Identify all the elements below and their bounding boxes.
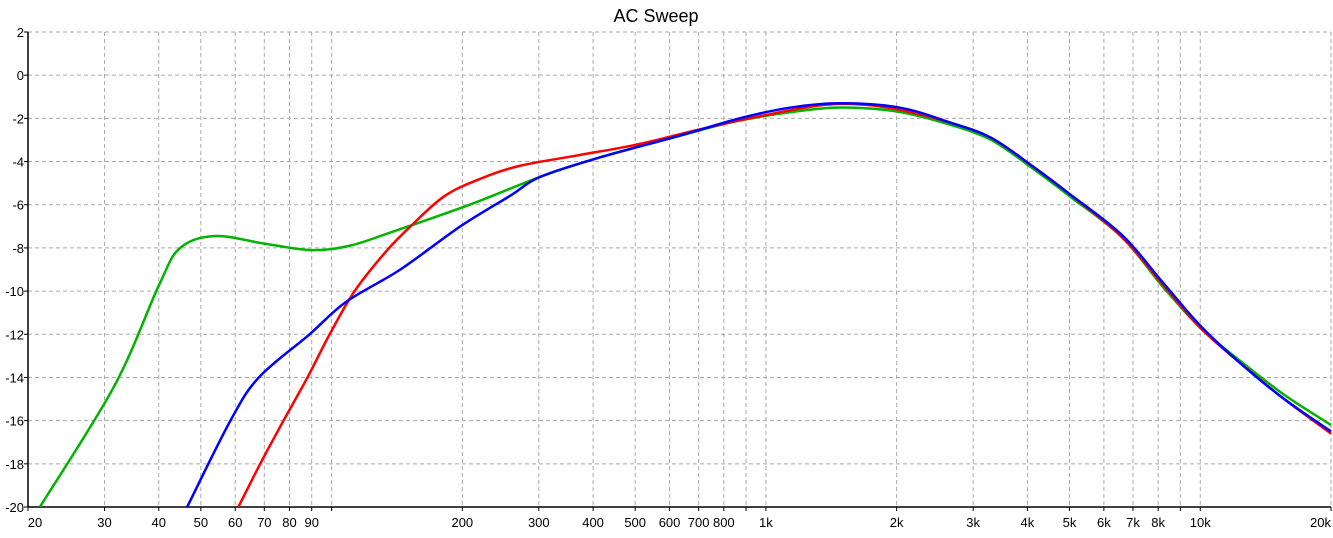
x-tick-label: 80 (282, 515, 296, 530)
x-tick-label: 20 (28, 515, 42, 530)
x-tick-label: 8k (1151, 515, 1165, 530)
x-tick-label: 400 (582, 515, 604, 530)
x-tick-label: 70 (257, 515, 271, 530)
y-tick-label: -8 (12, 241, 24, 256)
x-tick-label: 3k (966, 515, 980, 530)
x-tick-label: 500 (624, 515, 646, 530)
y-tick-label: 2 (17, 25, 24, 40)
x-tick-label: 7k (1126, 515, 1140, 530)
chart-title: AC Sweep (613, 6, 698, 26)
x-tick-label: 300 (528, 515, 550, 530)
x-tick-label: 200 (451, 515, 473, 530)
y-tick-label: -18 (5, 457, 24, 472)
x-tick-label: 10k (1190, 515, 1211, 530)
y-tick-label: 0 (17, 68, 24, 83)
x-tick-label: 20k (1310, 515, 1331, 530)
x-tick-label: 4k (1021, 515, 1035, 530)
x-tick-label: 90 (304, 515, 318, 530)
x-tick-label: 6k (1097, 515, 1111, 530)
y-tick-label: -12 (5, 327, 24, 342)
y-tick-label: -6 (12, 198, 24, 213)
y-tick-label: -10 (5, 284, 24, 299)
y-tick-label: -2 (12, 111, 24, 126)
x-tick-label: 40 (152, 515, 166, 530)
x-tick-label: 600 (659, 515, 681, 530)
series-line-blue (186, 101, 1332, 507)
series-line-red (237, 102, 1332, 507)
series-group (38, 101, 1332, 507)
series-line-green (38, 106, 1332, 507)
y-tick-label: -4 (12, 155, 24, 170)
x-tick-label: 700 (688, 515, 710, 530)
x-tick-label: 1k (759, 515, 773, 530)
x-tick-label: 2k (890, 515, 904, 530)
x-tick-label: 50 (194, 515, 208, 530)
y-tick-label: -14 (5, 370, 24, 385)
y-tick-label: -16 (5, 414, 24, 429)
x-tick-label: 800 (713, 515, 735, 530)
x-tick-label: 60 (228, 515, 242, 530)
x-tick-label: 5k (1063, 515, 1077, 530)
y-tick-label: -20 (5, 500, 24, 515)
x-tick-label: 30 (97, 515, 111, 530)
